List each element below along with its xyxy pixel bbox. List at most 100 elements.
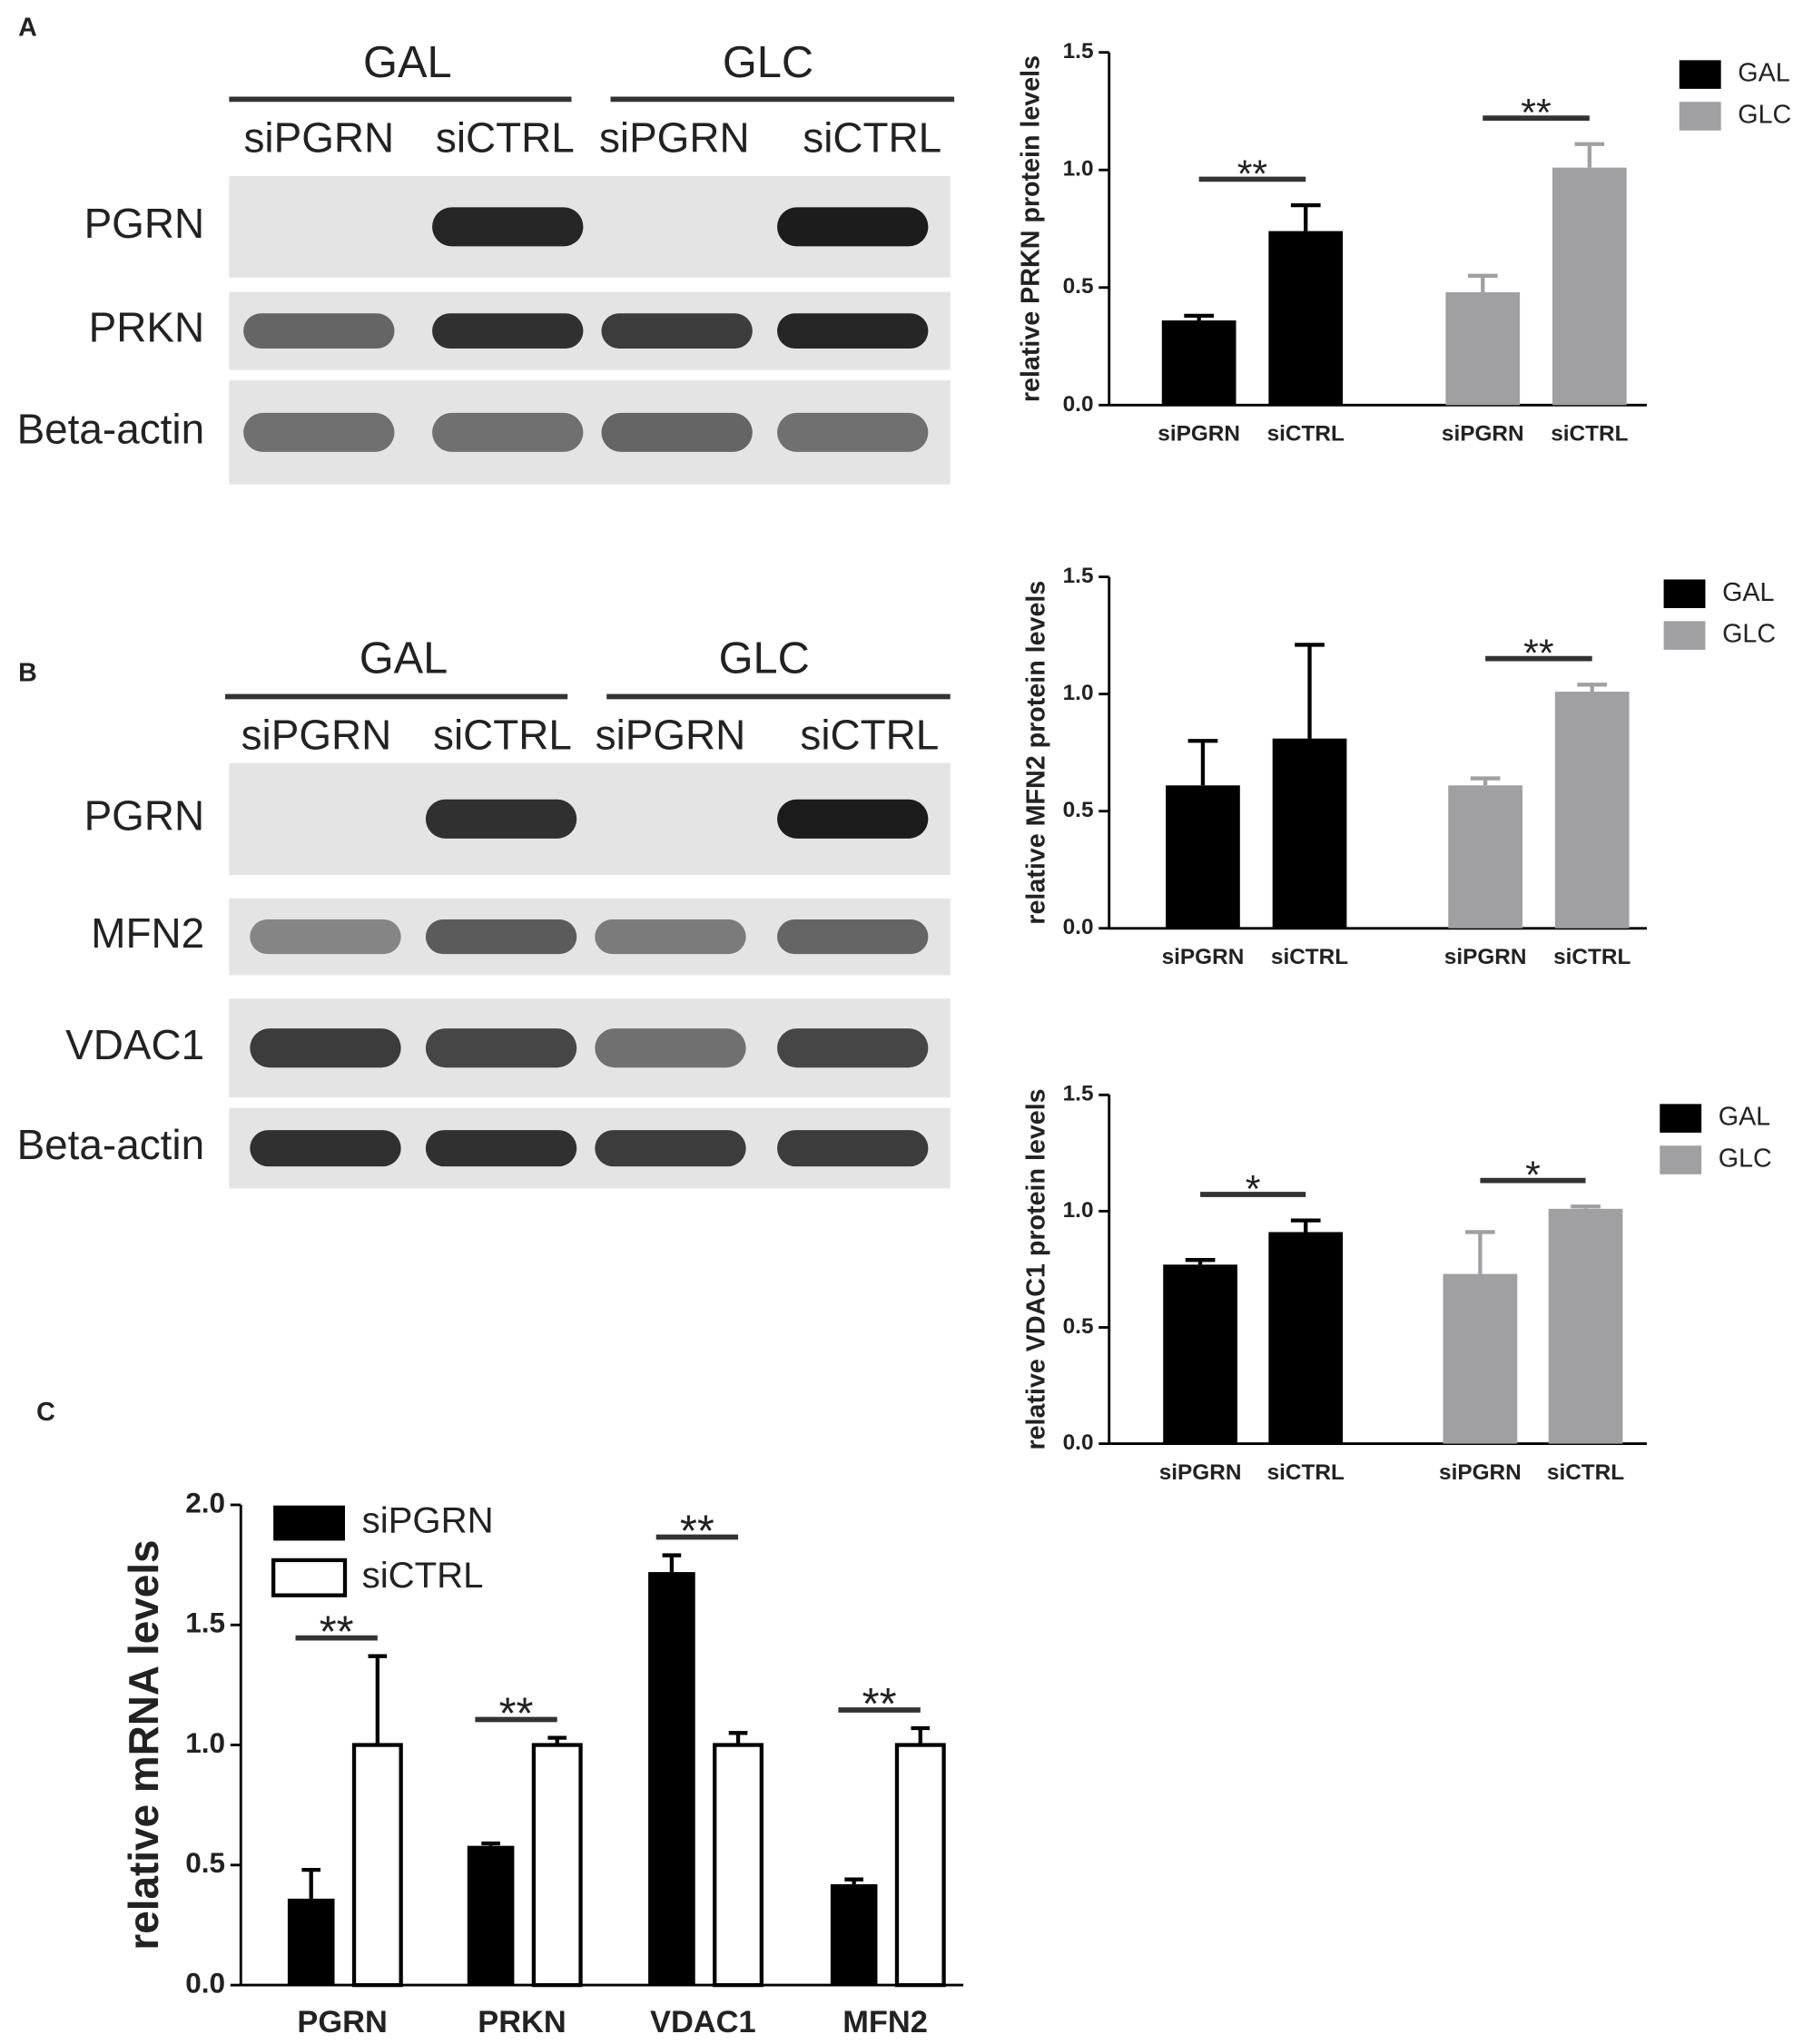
- panel-letter: B: [18, 659, 37, 688]
- legend-swatch: [1663, 621, 1706, 650]
- lane-label: siCTRL: [800, 712, 939, 759]
- error-bar: [1577, 683, 1608, 693]
- panel-letter: A: [18, 13, 37, 42]
- x-tick-label: PRKN: [478, 2005, 567, 2039]
- bar: [1268, 231, 1344, 406]
- y-tick-label: 1.0: [185, 1726, 225, 1759]
- bar: [713, 1743, 764, 1988]
- bar: [1272, 738, 1347, 929]
- x-tick-label: siPGRN: [1158, 422, 1240, 447]
- legend-swatch: [1679, 60, 1721, 89]
- blot-band: [777, 1028, 929, 1068]
- y-axis-label: relative PRKN protein levels: [1017, 55, 1046, 402]
- lane-label: siPGRN: [241, 712, 392, 759]
- x-tick-label: siCTRL: [1551, 422, 1628, 447]
- blot-band: [595, 919, 746, 955]
- significance-label: **: [862, 1680, 897, 1729]
- x-tick-label: siPGRN: [1159, 1460, 1242, 1485]
- y-tick-label: 0.0: [185, 1966, 225, 1999]
- y-tick-label: 0.5: [1063, 798, 1094, 822]
- blot-band: [243, 412, 395, 452]
- blot-band: [432, 207, 584, 247]
- error-bar: [1290, 202, 1321, 231]
- error-bar: [481, 1841, 500, 1846]
- error-bar: [1574, 142, 1605, 168]
- blot-band: [250, 1130, 401, 1167]
- row-label: VDAC1: [65, 1021, 204, 1068]
- legend-label: GAL: [1722, 578, 1774, 607]
- y-tick-label: 0.5: [185, 1846, 225, 1879]
- blot-band: [777, 1130, 929, 1167]
- blot-band: [425, 799, 577, 839]
- bar: [531, 1743, 583, 1988]
- bar: [1268, 1232, 1344, 1444]
- x-tick-label: siPGRN: [1444, 945, 1527, 969]
- bar: [830, 1883, 878, 1986]
- y-tick-label: 0.5: [1063, 1314, 1094, 1339]
- error-bar: [1571, 1204, 1601, 1209]
- significance-label: **: [1523, 632, 1554, 675]
- bar: [1554, 692, 1630, 929]
- blot-band: [601, 313, 753, 349]
- significance-label: **: [1237, 152, 1268, 196]
- y-tick-label: 0.5: [1063, 274, 1094, 299]
- lane-label: siCTRL: [436, 113, 575, 161]
- group-label: GAL: [363, 38, 452, 87]
- panel-letter: C: [36, 1398, 55, 1427]
- legend-label: siCTRL: [362, 1555, 484, 1596]
- group-label: GAL: [360, 634, 448, 683]
- x-tick-label: siCTRL: [1267, 422, 1345, 447]
- significance-label: **: [499, 1690, 534, 1739]
- error-bar: [911, 1725, 931, 1745]
- blot-band: [250, 1028, 401, 1068]
- bar: [1166, 785, 1240, 929]
- row-label: PGRN: [84, 791, 205, 839]
- blot-band: [777, 412, 929, 452]
- error-bar: [1467, 273, 1498, 292]
- y-tick-label: 1.5: [185, 1607, 225, 1639]
- bar: [1443, 1273, 1518, 1444]
- blot-band: [425, 1130, 577, 1167]
- blot-band: [595, 1028, 746, 1068]
- row-label: PRKN: [89, 304, 204, 351]
- legend-label: GLC: [1738, 101, 1791, 130]
- bar: [894, 1743, 946, 1988]
- row-label: MFN2: [91, 909, 204, 957]
- error-bar: [1184, 313, 1215, 321]
- x-tick-label: siCTRL: [1271, 945, 1348, 969]
- bar: [1552, 167, 1627, 406]
- group-label: GLC: [719, 634, 810, 683]
- blot-band: [777, 919, 929, 955]
- lane-label: siCTRL: [433, 712, 572, 759]
- error-bar: [1470, 776, 1501, 786]
- legend-swatch: [1663, 579, 1706, 609]
- legend-label: GLC: [1719, 1145, 1772, 1174]
- y-tick-label: 0.0: [1063, 915, 1094, 939]
- y-tick-label: 2.0: [185, 1486, 225, 1518]
- legend-swatch: [273, 1505, 345, 1541]
- blot-band: [250, 919, 401, 955]
- error-bar: [1295, 643, 1325, 739]
- bar: [1448, 785, 1522, 929]
- error-bar: [728, 1731, 748, 1745]
- blot-band: [432, 313, 584, 349]
- blot-band: [425, 919, 577, 955]
- x-tick-label: siCTRL: [1553, 945, 1631, 969]
- legend-label: GAL: [1738, 59, 1789, 88]
- legend-swatch: [1679, 102, 1721, 131]
- blot-band: [601, 412, 753, 452]
- y-tick-label: 1.5: [1063, 564, 1094, 588]
- y-tick-label: 0.0: [1063, 392, 1094, 417]
- lane-label: siPGRN: [596, 712, 746, 759]
- x-tick-label: VDAC1: [650, 2005, 756, 2039]
- significance-label: **: [320, 1608, 354, 1657]
- bar: [467, 1845, 515, 1986]
- blot-band: [777, 313, 929, 349]
- error-bar: [1185, 1258, 1216, 1265]
- error-bar: [1290, 1218, 1321, 1233]
- error-bar: [1187, 739, 1218, 786]
- error-bar: [301, 1867, 321, 1899]
- legend-swatch: [271, 1558, 348, 1597]
